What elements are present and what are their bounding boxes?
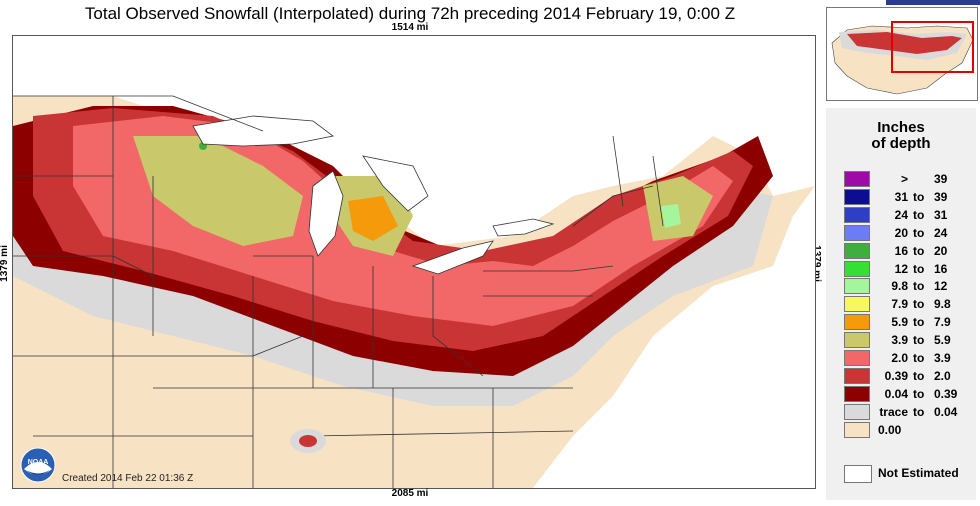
inset-highlight-box xyxy=(891,21,974,73)
legend-to: to xyxy=(913,297,925,312)
legend-hi: 39 xyxy=(934,172,948,186)
legend-panel: Inches of depth >39 31 to 39 24 to 31 20 to 24 16 t… xyxy=(826,108,976,500)
legend-to: to xyxy=(913,315,925,330)
legend-lo: > xyxy=(900,172,908,186)
legend-swatch xyxy=(844,188,870,205)
legend-to: to xyxy=(913,386,925,401)
legend-lo: 0.39 xyxy=(884,368,908,383)
legend-title-line1: Inches xyxy=(877,119,925,136)
legend-to: to xyxy=(913,368,925,383)
legend-swatch xyxy=(844,296,870,313)
legend-swatch xyxy=(844,332,870,349)
legend-to: to xyxy=(913,261,925,276)
top-distance-label: 1514 mi xyxy=(391,22,429,33)
legend-hi: 2.0 xyxy=(934,368,951,383)
legend-lo: 0.00 xyxy=(878,422,902,437)
legend-hi: 31 xyxy=(934,207,948,222)
legend-hi: 12 xyxy=(934,279,948,294)
legend-hi: 24 xyxy=(934,225,948,240)
legend-to: to xyxy=(913,404,925,419)
legend-swatch xyxy=(844,242,870,259)
legend-not-estimated-label: Not Estimated xyxy=(878,466,959,480)
legend-swatch xyxy=(844,224,870,241)
legend-hi: 7.9 xyxy=(934,315,951,330)
lake-erie xyxy=(411,240,494,275)
snow-band-3-9-west xyxy=(133,136,303,246)
legend-swatch xyxy=(844,260,870,277)
legend-swatch xyxy=(844,385,870,402)
legend-lo: 20 xyxy=(894,225,908,240)
legend-swatch xyxy=(844,367,870,384)
legend-to: to xyxy=(913,207,925,222)
inset-snow-area xyxy=(847,32,962,54)
legend-not-estimated-swatch xyxy=(844,465,872,483)
map-title: Total Observed Snowfall (Interpolated) d… xyxy=(84,4,736,23)
legend-swatch xyxy=(844,350,870,366)
legend-swatch xyxy=(844,171,870,187)
legend-lo: 3.9 xyxy=(891,333,908,348)
inset-locator-map[interactable] xyxy=(826,7,978,101)
legend-hi: 39 xyxy=(934,189,948,204)
legend-lo: trace xyxy=(879,404,908,419)
atlantic-ocean xyxy=(533,186,815,488)
legend-hi: 0.04 xyxy=(934,404,958,419)
legend-title: Inches of depth xyxy=(826,120,976,152)
state-borders xyxy=(13,95,664,488)
legend-lo: 5.9 xyxy=(891,315,908,330)
snow-band-5-9-michigan xyxy=(348,196,398,241)
legend-lo: 12 xyxy=(894,261,908,276)
legend-swatch xyxy=(844,278,870,295)
legend-hi: 16 xyxy=(934,261,948,276)
legend-swatch xyxy=(844,314,870,331)
legend-hi: 0.39 xyxy=(934,386,958,401)
snow-patch-south xyxy=(299,435,317,447)
legend-swatch xyxy=(844,403,870,420)
lake-huron xyxy=(362,155,429,212)
legend-hi: 5.9 xyxy=(934,333,951,348)
legend-lo: 16 xyxy=(894,243,908,258)
legend-to: to xyxy=(913,279,925,294)
legend-hi: 20 xyxy=(934,243,948,258)
legend-to: to xyxy=(913,351,925,365)
snow-band-9-8-northeast xyxy=(661,204,681,228)
legend-lo: 2.0 xyxy=(891,351,908,365)
legend-to: to xyxy=(913,243,925,258)
svg-text:NOAA: NOAA xyxy=(28,459,49,466)
legend-lo: 0.04 xyxy=(884,386,908,401)
legend-lo: 31 xyxy=(894,189,908,204)
inset-map-canvas xyxy=(827,8,977,100)
legend-to: to xyxy=(913,333,925,348)
legend-swatch xyxy=(844,206,870,223)
canada-region xyxy=(13,36,815,246)
snowfall-map[interactable] xyxy=(12,35,816,489)
left-distance-label: 1379 mi xyxy=(0,245,10,282)
legend-title-line2: of depth xyxy=(871,135,931,152)
legend-lo: 7.9 xyxy=(891,297,908,312)
noaa-logo: NOAA xyxy=(20,447,56,488)
legend-hi: 3.9 xyxy=(934,351,951,365)
snowfall-map-canvas xyxy=(13,36,815,488)
created-timestamp: Created 2014 Feb 22 01:36 Z xyxy=(62,473,194,484)
top-accent-bar xyxy=(886,0,980,5)
lake-ontario xyxy=(492,218,555,237)
legend-lo: 24 xyxy=(894,207,908,222)
legend-swatch xyxy=(844,421,870,438)
legend-to: to xyxy=(913,189,925,204)
legend-to: to xyxy=(913,225,925,240)
bottom-distance-label: 2085 mi xyxy=(391,488,429,499)
lake-michigan xyxy=(308,170,344,257)
legend-hi: 9.8 xyxy=(934,297,951,312)
legend-lo: 9.8 xyxy=(891,279,908,294)
